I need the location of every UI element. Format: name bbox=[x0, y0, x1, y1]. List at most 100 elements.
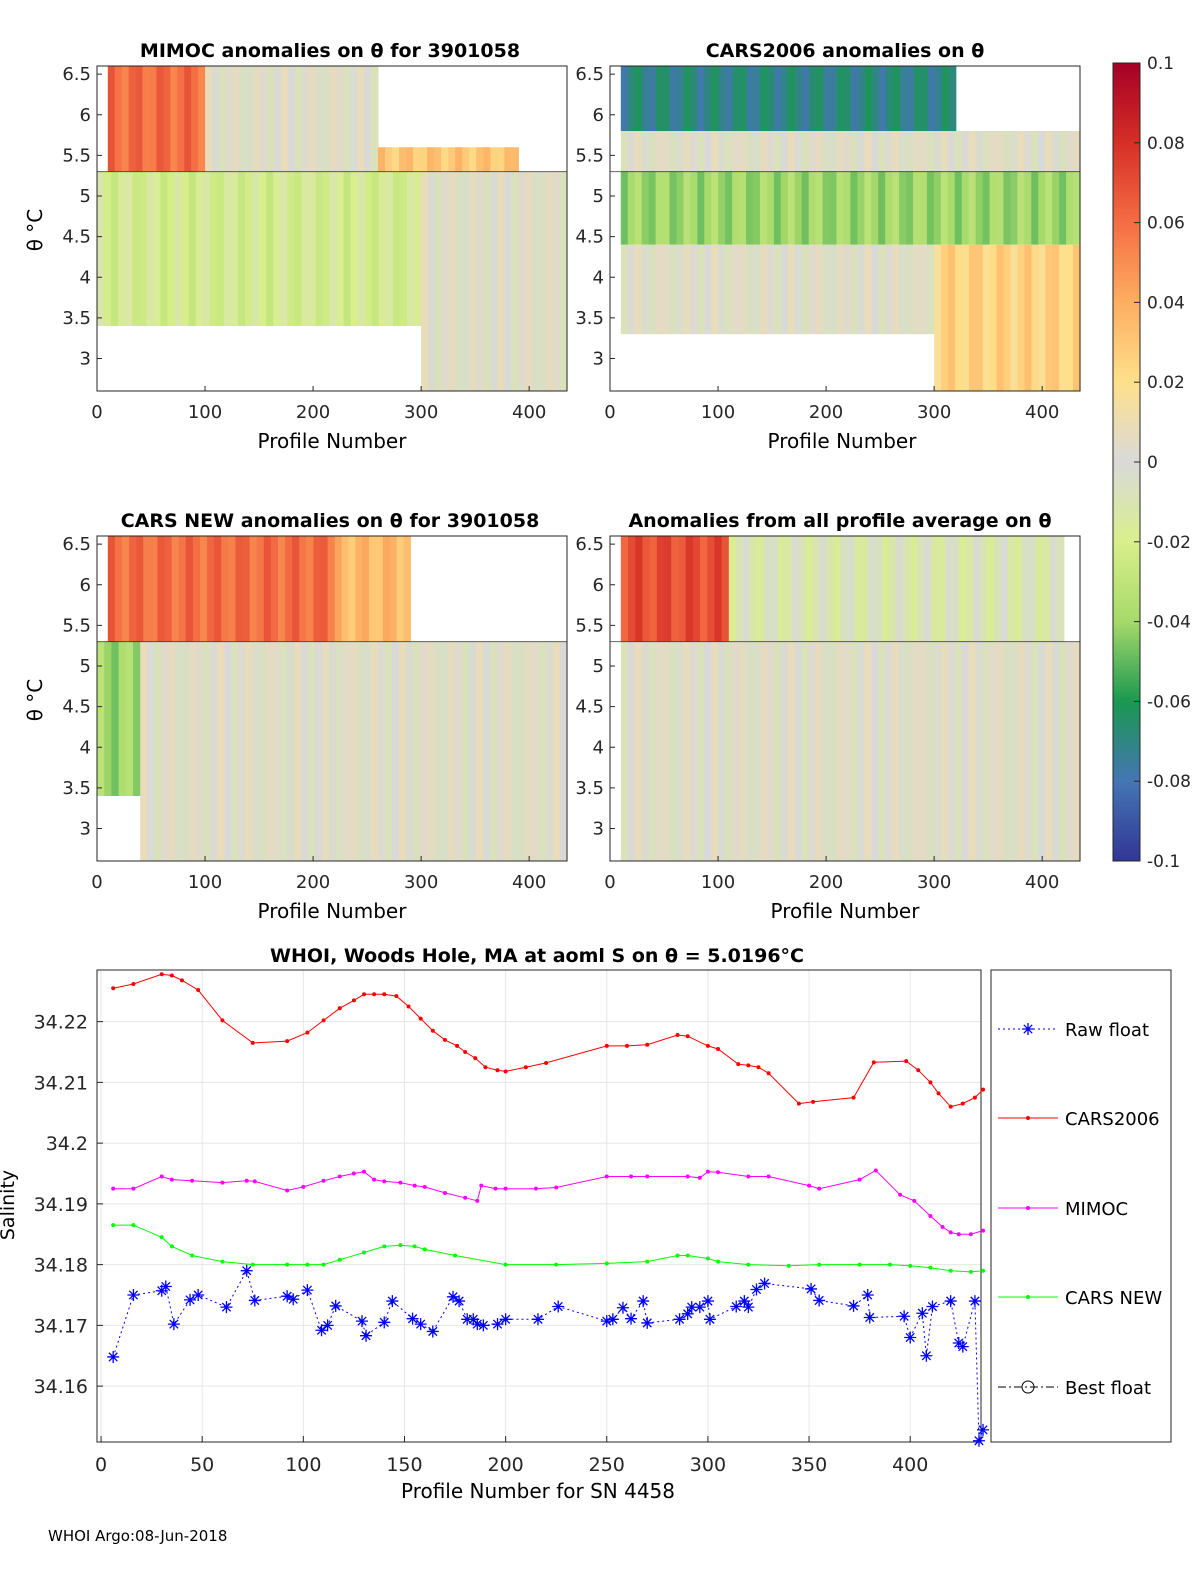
x-tick-label: 400 bbox=[1025, 872, 1059, 893]
series-point-cars-new bbox=[159, 1235, 164, 1240]
heatmap-cell bbox=[968, 641, 977, 861]
heatmap-cell bbox=[140, 641, 148, 861]
colorbar-tick-label: -0.02 bbox=[1147, 533, 1191, 553]
legend-box bbox=[990, 969, 1172, 1443]
series-point-raw-float bbox=[167, 1318, 180, 1331]
heatmap-cell bbox=[683, 66, 692, 131]
series-point-cars-new bbox=[412, 1244, 417, 1249]
heatmap-cell bbox=[97, 641, 105, 796]
colorbar-ticks: 0.1 0.08 0.06 0.04 0.02 0 -0.02 -0.04 -0.06 -0.08… bbox=[1134, 54, 1191, 872]
legend-label-raw-float: Raw float bbox=[1065, 1020, 1149, 1041]
series-point-cars-new bbox=[716, 1259, 721, 1264]
heatmap-cell bbox=[989, 131, 998, 172]
heatmap-cell bbox=[690, 131, 698, 172]
heatmap-cell bbox=[773, 641, 782, 861]
heatmap-cell bbox=[518, 641, 526, 861]
x-tick-label: 300 bbox=[404, 872, 438, 893]
heatmap-cell bbox=[648, 131, 657, 172]
series-point-raw-float bbox=[355, 1315, 368, 1328]
heatmap-cell bbox=[249, 536, 258, 642]
series-point-mimoc bbox=[351, 1171, 356, 1176]
x-tick-label: 200 bbox=[487, 1454, 523, 1476]
heatmap-cell bbox=[739, 641, 747, 861]
y-tick-label: 4.5 bbox=[575, 227, 604, 248]
series-point-cars-new bbox=[250, 1262, 255, 1267]
heatmap-cell bbox=[899, 171, 907, 245]
heatmap-cell bbox=[192, 536, 201, 642]
heatmap-cell bbox=[919, 171, 928, 245]
heatmap-cell bbox=[266, 641, 274, 861]
series-point-raw-float bbox=[847, 1299, 860, 1312]
salinity-chart-ylabel: Salinity bbox=[0, 1170, 19, 1240]
series-point-cars2006 bbox=[131, 981, 136, 986]
heatmap-cell bbox=[857, 171, 865, 245]
heatmap-cell bbox=[676, 131, 685, 172]
heatmap-cell bbox=[871, 244, 880, 335]
heatmap-cell bbox=[864, 244, 873, 335]
heatmap-cell bbox=[746, 244, 754, 335]
heatmap-cell bbox=[560, 171, 568, 391]
series-point-raw-float bbox=[616, 1301, 629, 1314]
x-tick-label: 300 bbox=[917, 402, 951, 423]
series-point-cars-new bbox=[817, 1262, 822, 1267]
heatmap-cell bbox=[822, 131, 831, 172]
heatmap-cell bbox=[1059, 641, 1067, 861]
heatmap-cell bbox=[150, 536, 159, 642]
heatmap-cell bbox=[906, 244, 914, 335]
x-tick-label: 200 bbox=[296, 872, 330, 893]
series-point-raw-float bbox=[301, 1284, 314, 1297]
panel-cars2006: CARS2006 anomalies on θ 0 100 200 300 400 3 3.… bbox=[575, 40, 1081, 453]
heatmap-cell bbox=[315, 641, 323, 861]
heatmap-cell bbox=[954, 131, 963, 172]
heatmap-cell bbox=[371, 641, 379, 861]
panel-all-profile: Anomalies from all profile average on θ … bbox=[575, 510, 1081, 923]
heatmap-cell bbox=[1031, 131, 1039, 172]
heatmap-cell bbox=[690, 244, 698, 335]
series-point-cars-new bbox=[786, 1263, 791, 1268]
heatmap-cell bbox=[767, 244, 775, 335]
heatmap-cell bbox=[961, 131, 970, 172]
series-point-raw-float bbox=[693, 1301, 706, 1314]
heatmap-cell bbox=[294, 641, 302, 861]
series-point-cars2006 bbox=[936, 1091, 941, 1096]
heatmap-cell bbox=[975, 244, 984, 391]
heatmap-cell bbox=[920, 244, 928, 335]
series-point-raw-float bbox=[805, 1282, 818, 1295]
heatmap-cell bbox=[1059, 171, 1067, 245]
series-point-cars-new bbox=[382, 1244, 387, 1249]
panel-cars2006-xlabel: Profile Number bbox=[768, 429, 918, 453]
heatmap-cell bbox=[864, 641, 872, 861]
heatmap-cell bbox=[396, 536, 405, 642]
heatmap-cell bbox=[725, 131, 733, 172]
salinity-chart-series bbox=[107, 972, 990, 1447]
x-tick-label: 200 bbox=[809, 872, 843, 893]
heatmap-cell bbox=[787, 131, 796, 172]
series-point-cars2006 bbox=[645, 1042, 650, 1047]
y-tick-label: 4 bbox=[593, 737, 604, 758]
series-point-raw-float bbox=[531, 1313, 544, 1326]
heatmap-cell bbox=[808, 641, 817, 861]
series-point-cars2006 bbox=[394, 994, 399, 999]
heatmap-cell bbox=[655, 641, 664, 861]
heatmap-cell bbox=[954, 171, 963, 245]
heatmap-cell bbox=[982, 641, 991, 861]
heatmap-cell bbox=[885, 641, 893, 861]
heatmap-cell bbox=[829, 171, 838, 245]
heatmap-cell bbox=[184, 66, 192, 172]
heatmap-cell bbox=[669, 641, 678, 861]
heatmap-cell bbox=[156, 66, 164, 172]
heatmap-cell bbox=[648, 244, 657, 335]
heatmap-cell bbox=[199, 536, 208, 642]
heatmap-cell bbox=[947, 641, 956, 861]
heatmap-cell bbox=[878, 66, 887, 131]
panel-frame bbox=[609, 535, 1081, 862]
heatmap-cell bbox=[899, 641, 907, 861]
heatmap-cell bbox=[560, 641, 568, 861]
heatmap-cell bbox=[718, 131, 726, 172]
heatmap-cell bbox=[801, 641, 810, 861]
series-point-mimoc bbox=[533, 1186, 538, 1191]
heatmap-cell bbox=[336, 171, 345, 326]
heatmap-cell bbox=[1045, 171, 1053, 245]
heatmap-cell bbox=[350, 66, 358, 172]
heatmap-cell bbox=[232, 66, 241, 172]
